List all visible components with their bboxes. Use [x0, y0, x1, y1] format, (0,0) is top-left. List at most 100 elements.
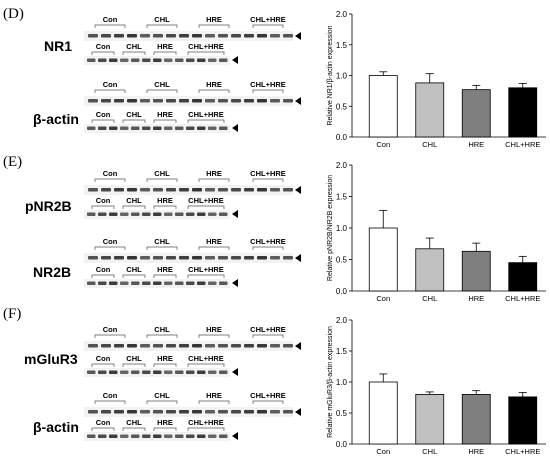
- blot-band: [218, 99, 228, 103]
- blot-group-label: CHL+HRE: [250, 80, 286, 89]
- blot-band: [114, 410, 124, 414]
- blot-band: [120, 212, 129, 216]
- blot-band: [179, 188, 189, 192]
- blot-band: [208, 58, 217, 62]
- blot-group-label: Con: [96, 110, 111, 119]
- blot-band: [120, 58, 129, 62]
- blot-group-label: Con: [96, 196, 111, 205]
- bar: [508, 87, 538, 138]
- blot-bracket: [187, 363, 225, 367]
- blot-bracket: [94, 89, 126, 93]
- blot-band: [131, 58, 140, 62]
- y-tick-label: 0.5: [336, 409, 348, 418]
- blot-band: [186, 212, 195, 216]
- blot-band: [270, 344, 280, 348]
- blot-group-label: HRE: [206, 237, 222, 246]
- blot-bracket: [252, 89, 284, 93]
- blot-band: [205, 344, 215, 348]
- blot-band: [153, 34, 163, 38]
- blot-band: [153, 188, 163, 192]
- blot-bracket: [187, 51, 225, 55]
- blot-band: [88, 188, 98, 192]
- blot-band: [205, 410, 215, 414]
- bar: [415, 393, 445, 445]
- blot-band: [114, 188, 124, 192]
- blot-group-label: CHL: [154, 15, 170, 24]
- bar: [508, 262, 538, 292]
- blot-band: [87, 126, 96, 130]
- blot-band: [175, 58, 184, 62]
- blot-band: [205, 188, 215, 192]
- panel-letter-f: (F): [3, 306, 22, 322]
- arrowhead-icon: [232, 56, 238, 64]
- blot-band: [257, 188, 267, 192]
- blot-band: [197, 58, 206, 62]
- blot-band: [101, 99, 111, 103]
- blot-band: [218, 410, 228, 414]
- blot-group-label: CHL+HRE: [188, 42, 224, 51]
- blot-group-label: CHL: [126, 196, 142, 205]
- y-tick-label: 1.5: [336, 41, 348, 50]
- protein-label-beta-actin-d: β-actin: [33, 111, 79, 127]
- blot-band: [109, 434, 118, 438]
- bar: [415, 248, 445, 292]
- blot-band: [283, 410, 293, 414]
- blot-bracket: [94, 246, 126, 250]
- blot-band: [219, 370, 228, 374]
- blot-group-label: Con: [103, 237, 118, 246]
- blot-band: [98, 212, 107, 216]
- blot-band: [88, 256, 98, 260]
- category-label: CHL: [422, 140, 437, 149]
- blot-bracket: [153, 119, 177, 123]
- blot-bracket: [122, 363, 146, 367]
- blot-band: [101, 188, 111, 192]
- blot-band: [164, 126, 173, 130]
- blot-band: [101, 256, 111, 260]
- blot-band: [164, 58, 173, 62]
- blot-group-label: Con: [103, 391, 118, 400]
- blot-band: [179, 344, 189, 348]
- blot-bracket: [91, 363, 115, 367]
- blot-group-label: HRE: [206, 80, 222, 89]
- arrowhead-icon: [232, 279, 238, 287]
- blot-band: [131, 281, 140, 285]
- blot-band: [120, 126, 129, 130]
- blot-band: [140, 410, 150, 414]
- blot-band: [283, 256, 293, 260]
- blot-band: [127, 344, 137, 348]
- blot-group-label: CHL+HRE: [188, 265, 224, 274]
- blot-band: [186, 434, 195, 438]
- blot-band: [153, 256, 163, 260]
- bar: [415, 82, 445, 138]
- blot-bracket: [252, 24, 284, 28]
- blot-band: [127, 34, 137, 38]
- blot-bracket: [187, 427, 225, 431]
- blot-band: [98, 370, 107, 374]
- blot-band: [101, 34, 111, 38]
- arrowhead-icon: [295, 408, 301, 416]
- blot-band: [114, 256, 124, 260]
- category-label: CHL: [422, 294, 437, 303]
- blot-group-label: CHL+HRE: [188, 418, 224, 427]
- blot-band: [208, 212, 217, 216]
- blot-band: [153, 344, 163, 348]
- blot-band: [88, 99, 98, 103]
- blot-band: [192, 99, 202, 103]
- category-label: CHL: [422, 447, 437, 456]
- blot-bracket: [94, 178, 126, 182]
- blot-band: [219, 58, 228, 62]
- blot-bracket: [122, 427, 146, 431]
- blot-band: [98, 434, 107, 438]
- blot-band: [101, 344, 111, 348]
- y-tick-label: 1.0: [336, 72, 348, 81]
- blot-band: [283, 99, 293, 103]
- y-tick-label: 1.5: [336, 347, 348, 356]
- bar: [461, 393, 491, 445]
- blot-group-label: HRE: [157, 110, 173, 119]
- category-label: CHL+HRE: [505, 140, 540, 149]
- blot-group-label: HRE: [157, 265, 173, 274]
- blot-bracket: [91, 119, 115, 123]
- blot-band: [257, 410, 267, 414]
- blot-group-label: HRE: [157, 354, 173, 363]
